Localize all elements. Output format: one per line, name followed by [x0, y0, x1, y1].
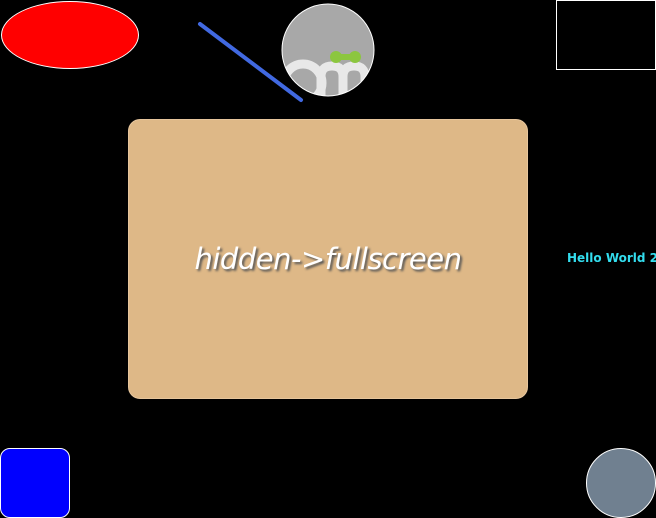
black-rectangle	[556, 0, 656, 70]
logo-icon	[281, 3, 375, 97]
panel-label: hidden->fullscreen	[194, 242, 462, 276]
blue-line	[198, 22, 303, 102]
gray-circle	[586, 448, 656, 518]
red-ellipse	[1, 1, 139, 69]
hello-world-text: Hello World 2	[567, 251, 656, 265]
main-panel[interactable]: hidden->fullscreen	[128, 119, 528, 399]
blue-rounded-square	[0, 448, 70, 518]
